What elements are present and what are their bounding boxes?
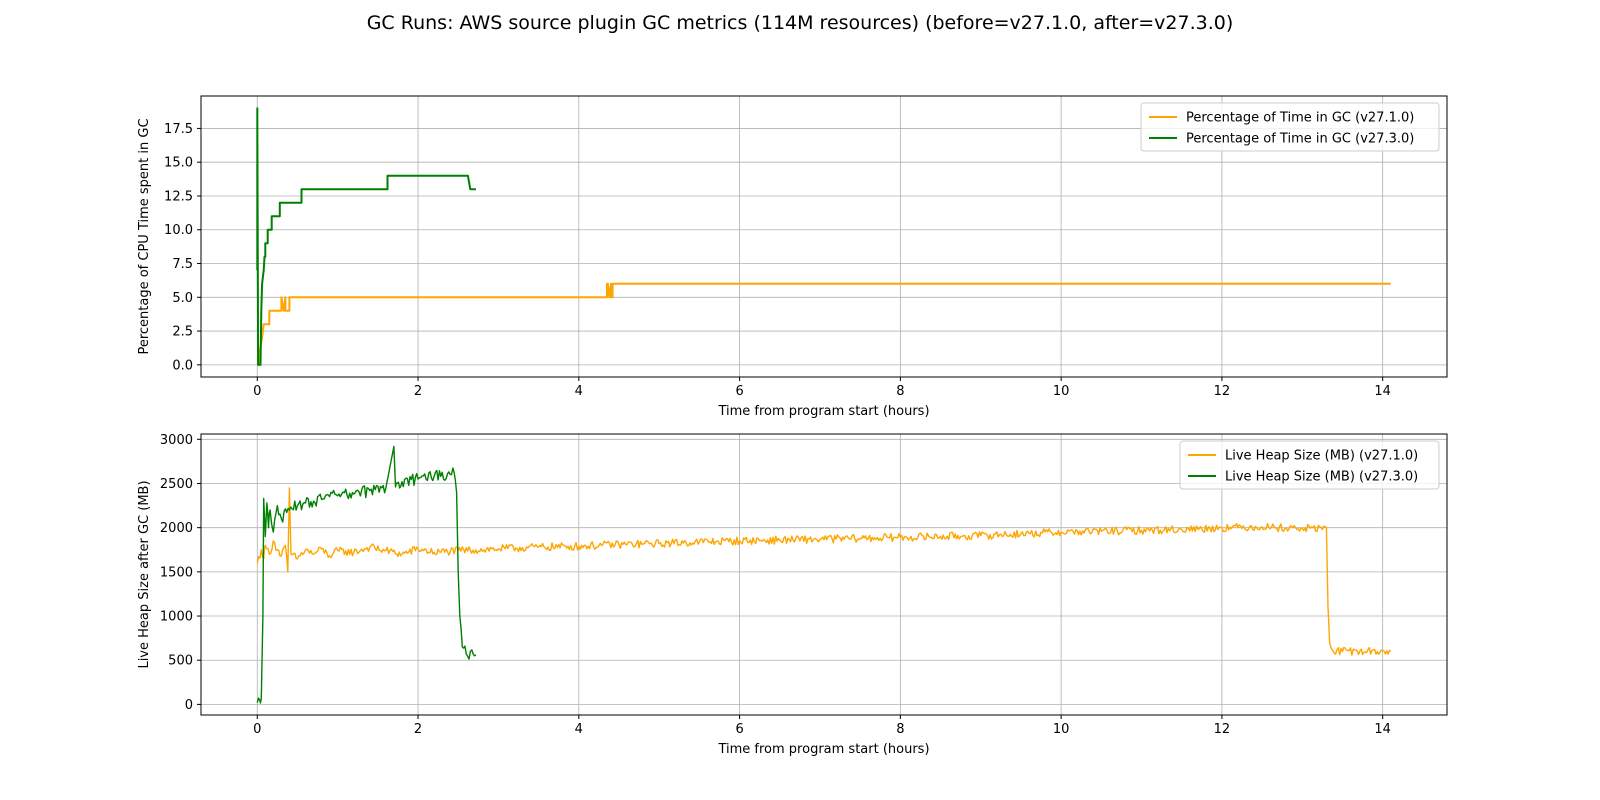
live-heap-series-group — [256, 445, 1392, 704]
live-heap-y-tick-label: 500 — [168, 654, 193, 669]
live-heap-x-tick-label: 14 — [1374, 722, 1391, 737]
live-heap-y-tick-label: 1000 — [160, 610, 193, 625]
live-heap-x-tick-label: 12 — [1214, 722, 1231, 737]
gc-percentage-x-tick-label: 12 — [1214, 384, 1231, 399]
live-heap-x-axis-label: Time from program start (hours) — [717, 742, 929, 757]
live-heap-series-before-line — [256, 487, 1392, 656]
gc-percentage-y-tick-label: 0.0 — [172, 358, 193, 373]
gc-percentage-x-ticks: 0 2 4 6 8 10 12 14 — [253, 377, 1391, 399]
gc-percentage-y-ticks: 0.0 2.5 5.0 7.5 10.0 12.5 15.0 17.5 — [164, 122, 201, 373]
gc-percentage-y-tick-label: 10.0 — [164, 223, 193, 238]
gc-percentage-y-tick-label: 7.5 — [172, 257, 193, 272]
live-heap-y-tick-label: 2500 — [160, 477, 193, 492]
gc-percentage-x-tick-label: 4 — [575, 384, 583, 399]
gc-percentage-legend-box — [1140, 102, 1440, 152]
gc-percentage-x-tick-label: 6 — [735, 384, 743, 399]
gc-percentage-y-tick-label: 12.5 — [164, 189, 193, 204]
gc-percentage-x-tick-label: 2 — [414, 384, 422, 399]
gc-percentage-x-axis-label: Time from program start (hours) — [717, 404, 929, 419]
live-heap-axes-frame — [200, 433, 1448, 716]
gc-percentage-axes-frame — [200, 95, 1448, 378]
live-heap-x-tick-label: 0 — [253, 722, 261, 737]
live-heap-x-tick-label: 4 — [575, 722, 583, 737]
legend-label-gc-percentage-after: Percentage of Time in GC (v27.3.0) — [1186, 132, 1414, 147]
gc-percentage-series-group — [256, 107, 1391, 366]
gc-percentage-y-tick-label: 17.5 — [164, 122, 193, 137]
live-heap-legend: Live Heap Size (MB) (v27.1.0) Live Heap … — [1179, 440, 1440, 490]
gc-percentage-subplot: 0 2 4 6 8 10 12 14 0.0 2.5 5.0 7.5 10.0 12.5 15.0 17.5… — [137, 95, 1448, 419]
gc-percentage-x-tick-label: 8 — [896, 384, 904, 399]
live-heap-x-tick-label: 2 — [414, 722, 422, 737]
live-heap-y-tick-label: 1500 — [160, 565, 193, 580]
gc-percentage-y-axis-label: Percentage of CPU Time spent in GC — [137, 118, 152, 354]
gc-percentage-series-before-line — [257, 282, 1391, 366]
legend-label-live-heap-after: Live Heap Size (MB) (v27.3.0) — [1225, 470, 1418, 485]
live-heap-subplot: 0 2 4 6 8 10 12 14 0 500 1000 1500 2000 2500 3000 Tim… — [137, 433, 1448, 757]
gc-percentage-x-tick-label: 14 — [1374, 384, 1391, 399]
live-heap-x-tick-label: 8 — [896, 722, 904, 737]
live-heap-y-tick-label: 2000 — [160, 521, 193, 536]
live-heap-y-axis-label: Live Heap Size after GC (MB) — [137, 480, 152, 668]
gc-percentage-x-tick-label: 0 — [253, 384, 261, 399]
live-heap-y-tick-label: 0 — [185, 698, 193, 713]
live-heap-y-ticks: 0 500 1000 1500 2000 2500 3000 — [160, 433, 201, 713]
gc-percentage-y-tick-label: 2.5 — [172, 325, 193, 340]
live-heap-y-tick-label: 3000 — [160, 433, 193, 448]
legend-label-gc-percentage-before: Percentage of Time in GC (v27.1.0) — [1186, 111, 1414, 126]
live-heap-x-tick-label: 10 — [1053, 722, 1070, 737]
gc-percentage-legend: Percentage of Time in GC (v27.1.0) Perce… — [1140, 102, 1440, 152]
live-heap-series-after-line — [256, 445, 477, 704]
figure-title: GC Runs: AWS source plugin GC metrics (1… — [366, 12, 1234, 34]
live-heap-grid — [201, 434, 1447, 715]
gc-percentage-series-after-line — [256, 107, 476, 366]
legend-label-live-heap-before: Live Heap Size (MB) (v27.1.0) — [1225, 449, 1418, 464]
live-heap-x-ticks: 0 2 4 6 8 10 12 14 — [253, 715, 1391, 737]
gc-percentage-y-tick-label: 5.0 — [172, 291, 193, 306]
gc-percentage-x-tick-label: 10 — [1053, 384, 1070, 399]
live-heap-legend-box — [1179, 440, 1440, 490]
live-heap-x-tick-label: 6 — [735, 722, 743, 737]
gc-percentage-y-tick-label: 15.0 — [164, 156, 193, 171]
